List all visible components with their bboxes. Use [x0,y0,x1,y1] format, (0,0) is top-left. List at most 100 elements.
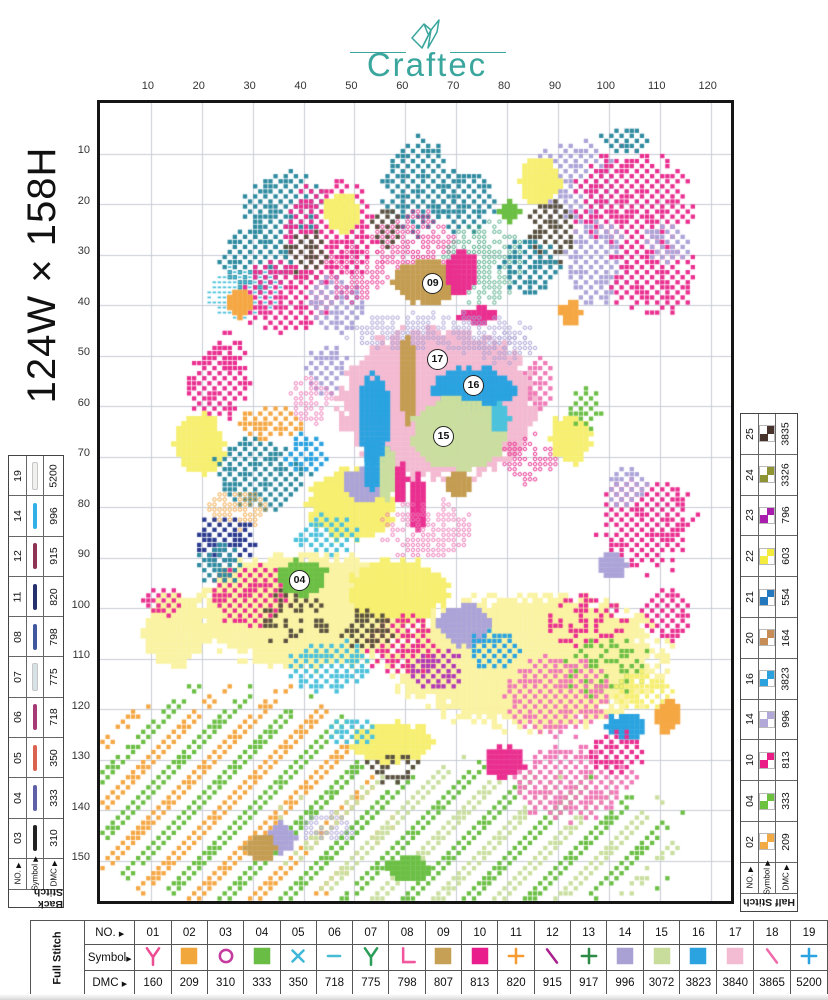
ruler-tick-label: 110 [647,80,666,92]
back-stitch-symbol [33,744,37,771]
legend-no: 04 [743,795,756,807]
ruler-tick-label: 70 [77,447,90,460]
legend-row: 19 5200 [9,456,63,497]
logo-rule-right [450,52,506,53]
ruler-tick-label: 30 [77,245,90,258]
legend-no: 07 [11,671,24,683]
back-stitch-symbol [33,785,37,812]
half-stitch-symbol [759,751,775,769]
ruler-tick-label: 150 [71,851,90,864]
pattern-canvas [100,103,731,901]
square-symbol-icon [471,947,488,965]
legend-no: 06 [315,920,354,945]
full-stitch-symbol [753,944,791,971]
ruler-tick-label: 120 [698,80,717,92]
legend-no: 24 [743,468,756,481]
legend-row: 06 718 [9,697,63,739]
back-stitch-symbol [32,663,38,692]
half-stitch-symbol [759,833,775,851]
legend-title: Half Stitch [743,896,795,909]
legend-dmc: 5200 [790,970,828,995]
square-symbol-icon [180,947,198,965]
region-callout: 17 [426,349,448,371]
legend-dmc: 5200 [47,463,60,488]
legend-no: 11 [11,591,24,602]
legend-no: 06 [11,711,24,724]
legend-no: 10 [461,920,499,945]
legend-no: 18 [753,920,791,945]
ruler-tick-label: 100 [596,80,616,92]
legend-no: 17 [716,920,755,945]
full-stitch-symbol [679,944,718,971]
legend-dmc: 3823 [779,666,792,691]
legend-no: 19 [11,469,24,482]
legend-dmc: 807 [424,970,463,995]
legend-dmc: 310 [206,970,245,995]
legend-no: 16 [679,920,718,945]
full-stitch-symbol [243,944,281,971]
full-stitch-legend: Full Stitch NO. ▶ 01 02 03 04 05 06 07 08 09 10 11 12… [29,920,828,995]
legend-dmc: 820 [47,587,60,606]
legend-header: Symbol▶ [84,944,136,971]
ruler-tick-label: 20 [77,194,90,207]
legend-dmc: 3326 [779,463,792,487]
half-stitch-symbol [759,425,775,443]
legend-dmc: 333 [47,789,60,807]
legend-no: 02 [170,920,208,945]
legend-dmc: 996 [606,970,644,995]
legend-no: 05 [279,920,317,945]
region-callout: 09 [422,272,444,294]
full-stitch-symbol [606,944,644,971]
y-symbol-icon [363,947,379,967]
ruler-tick-label: 90 [77,548,90,561]
legend-no: 04 [11,792,24,804]
back-stitch-symbol [33,543,37,570]
back-stitch-symbol [32,461,38,490]
full-stitch-symbol [315,944,354,971]
full-stitch-symbol [716,944,755,971]
pattern-size-label: 124W × 158H [20,146,64,404]
legend-dmc: 798 [388,970,426,995]
ruler-tick-label: 10 [141,80,154,92]
half-stitch-legend: 25 3835 24 3326 23 796 22 603 21 554 20 164 16 3823 14… [740,413,798,912]
legend-dmc: 813 [461,970,499,995]
legend-row: 14 996 [741,699,797,741]
legend-title: Back Stitch [33,886,63,911]
ruler-tick-label: 70 [447,80,460,92]
legend-no: 10 [743,754,756,767]
ruler-tick-label: 100 [71,598,90,611]
legend-dmc: 798 [47,628,60,646]
legend-no: 16 [743,672,756,685]
ruler-tick-label: 50 [345,80,358,92]
half-stitch-symbol [759,792,775,810]
circle-symbol-icon [218,948,233,964]
legend-row: 21 554 [741,577,797,618]
ruler-tick-label: 50 [77,346,90,359]
ruler-tick-label: 130 [71,750,90,763]
legend-no: 21 [743,591,756,603]
legend-no: 09 [424,920,463,945]
legend-row: 08 798 [9,617,63,658]
region-callout: 16 [463,374,484,396]
back-stitch-symbol [33,704,37,731]
legend-row: 05 350 [9,738,63,779]
region-callout: 04 [288,570,310,592]
legend-dmc: 775 [352,970,390,995]
legend-no: 08 [11,630,24,643]
square-symbol-icon [653,947,670,965]
ruler-tick-label: 10 [77,144,90,156]
back-stitch-symbol [33,502,37,529]
region-callout: 15 [432,425,454,447]
legend-no: 19 [790,920,828,945]
back-stitch-symbol [33,583,37,610]
legend-row: 02 209 [741,821,797,863]
ruler-tick-label: 60 [77,396,90,409]
legend-dmc: 350 [279,970,317,995]
ruler-tick-label: 90 [548,80,562,92]
legend-no: 13 [569,920,608,945]
legend-header: NO. ▶ [13,863,22,885]
stitch-chart: 09 17 16 15 04 [97,100,734,904]
square-symbol-icon [253,947,271,965]
half-stitch-symbol [759,710,775,728]
plus-symbol-icon [580,947,598,965]
